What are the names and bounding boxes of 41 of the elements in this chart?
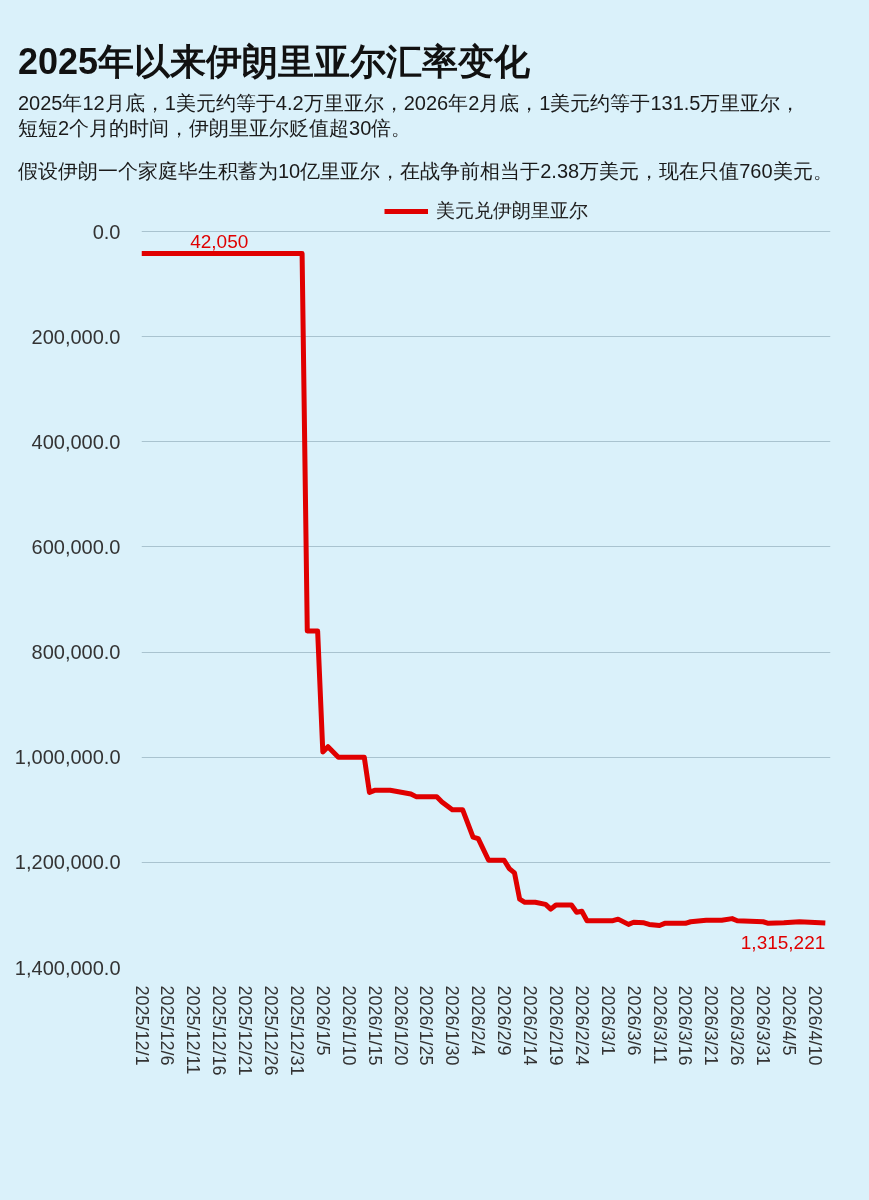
y-tick-label: 200,000.0 [31, 325, 121, 348]
y-tick-label: 800,000.0 [31, 641, 121, 664]
x-tick-label: 2026/3/31 [753, 985, 774, 1066]
x-tick-label: 2025/12/16 [209, 985, 230, 1076]
x-tick-label: 2026/3/6 [623, 985, 644, 1056]
data-label: 1,315,221 [740, 931, 826, 953]
x-tick-label: 2026/3/1 [597, 985, 618, 1056]
x-tick-label: 2026/1/20 [390, 985, 411, 1066]
x-tick-label: 2025/12/26 [261, 985, 282, 1076]
x-tick-label: 2026/4/5 [779, 985, 800, 1056]
x-tick-label: 2026/3/21 [701, 985, 722, 1066]
legend-label: 美元兑伊朗里亚尔 [435, 199, 588, 223]
x-tick-label: 2026/1/5 [312, 985, 333, 1056]
y-tick-label: 600,000.0 [31, 535, 121, 558]
y-tick-label: 1,400,000.0 [14, 956, 121, 979]
x-tick-label: 2026/3/11 [649, 985, 670, 1065]
x-tick-label: 2025/12/6 [157, 985, 178, 1066]
chart-title: 2025年以来伊朗里亚尔汇率变化 [18, 40, 532, 84]
x-tick-label: 2026/1/30 [442, 985, 463, 1066]
y-tick-label: 1,000,000.0 [14, 746, 121, 769]
x-tick-label: 2026/1/10 [338, 985, 359, 1066]
y-tick-label: 1,200,000.0 [14, 851, 121, 874]
x-tick-label: 2026/2/14 [520, 985, 541, 1066]
x-tick-label: 2025/12/21 [235, 985, 256, 1076]
text: 假设伊朗一个家庭毕生积蓄为10亿里亚尔，在战争前相当于2.38万美元，现在只值760美元。 [18, 159, 833, 184]
y-tick-label: 0.0 [92, 220, 121, 243]
x-tick-label: 2026/1/25 [416, 985, 437, 1066]
chart-subtitle: 2025年12月底，1美元约等于4.2万里亚尔，2026年2月底，1美元约等于131.5万里亚尔，短短2个月的时间，伊朗里亚尔贬值超30倍。 [18, 91, 802, 141]
data-label: 42,050 [190, 230, 249, 252]
x-tick-label: 2026/2/19 [545, 985, 566, 1066]
x-tick-label: 2026/1/15 [364, 985, 385, 1066]
x-tick-label: 2026/2/4 [468, 985, 489, 1056]
x-tick-label: 2026/2/9 [494, 985, 515, 1056]
x-tick-label: 2026/3/16 [675, 985, 696, 1066]
y-tick-label: 400,000.0 [31, 430, 121, 453]
x-tick-label: 2025/12/1 [131, 985, 152, 1066]
x-tick-label: 2026/4/10 [804, 985, 825, 1066]
x-tick-label: 2025/12/31 [286, 985, 307, 1076]
x-tick-label: 2026/3/26 [727, 985, 748, 1066]
x-tick-label: 2026/2/24 [571, 985, 592, 1066]
x-tick-label: 2025/12/11 [183, 985, 204, 1075]
